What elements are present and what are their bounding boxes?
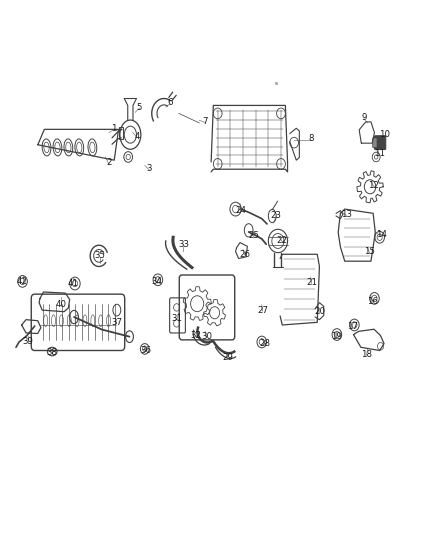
Text: 25: 25 [248, 231, 259, 240]
Text: 8: 8 [308, 134, 314, 143]
Text: 3: 3 [146, 164, 152, 173]
Text: 11: 11 [374, 149, 385, 158]
Text: 15: 15 [364, 247, 375, 256]
Text: 33: 33 [179, 240, 190, 249]
Text: 13: 13 [341, 210, 352, 219]
Text: 32: 32 [191, 331, 202, 340]
Text: 34: 34 [152, 277, 162, 286]
Text: 18: 18 [361, 350, 372, 359]
Text: 1: 1 [111, 124, 117, 133]
Text: 24: 24 [235, 206, 246, 215]
Text: 40: 40 [56, 300, 67, 309]
Text: 27: 27 [257, 305, 268, 314]
Text: 30: 30 [201, 332, 212, 341]
Text: 7: 7 [202, 117, 208, 126]
Text: 20: 20 [314, 307, 325, 316]
Text: 26: 26 [240, 251, 251, 260]
Text: 38: 38 [47, 348, 58, 357]
Text: 16: 16 [367, 296, 378, 305]
Text: 19: 19 [331, 332, 342, 341]
Text: 22: 22 [277, 237, 288, 246]
Text: 28: 28 [259, 339, 270, 348]
Text: 31: 31 [171, 314, 182, 323]
Text: 21: 21 [306, 278, 317, 287]
Text: 9: 9 [361, 113, 367, 122]
FancyBboxPatch shape [374, 136, 386, 150]
Text: 4: 4 [134, 132, 140, 141]
Text: 37: 37 [111, 318, 122, 327]
Text: 5: 5 [137, 102, 142, 111]
Text: 23: 23 [270, 212, 281, 221]
Text: 39: 39 [22, 337, 33, 346]
Text: 2: 2 [106, 158, 112, 167]
Text: 29: 29 [223, 353, 233, 362]
Text: 10: 10 [378, 130, 389, 139]
Text: 12: 12 [368, 181, 379, 190]
FancyBboxPatch shape [373, 138, 377, 148]
Text: 6: 6 [167, 98, 173, 107]
Text: 35: 35 [95, 252, 106, 260]
Text: 42: 42 [17, 277, 28, 286]
Text: 17: 17 [346, 321, 358, 330]
Text: 36: 36 [140, 346, 151, 355]
Text: 14: 14 [376, 230, 387, 239]
Text: 41: 41 [67, 279, 78, 288]
